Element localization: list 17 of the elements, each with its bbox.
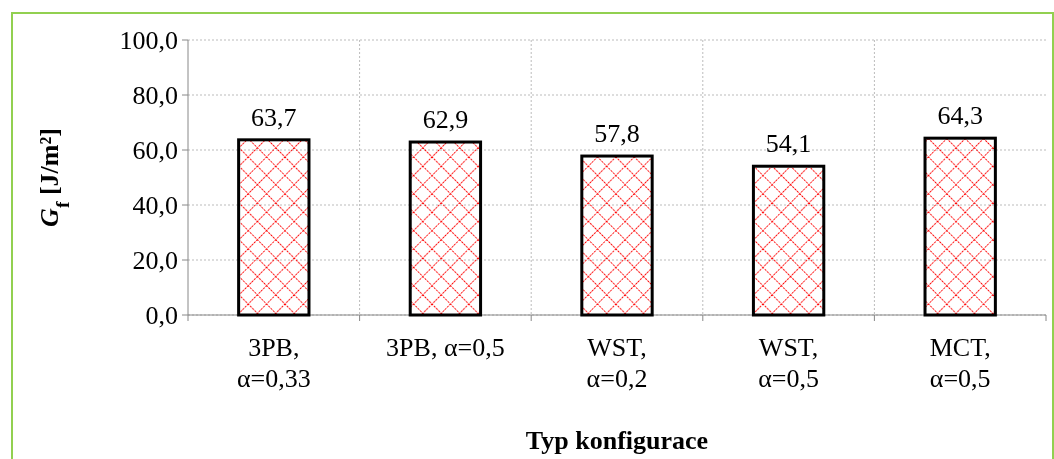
- data-label: 64,3: [937, 101, 983, 131]
- data-label: 57,8: [594, 119, 640, 149]
- y-tick-label: 60,0: [132, 136, 178, 166]
- x-tick-label: WST, α=0,2: [586, 333, 648, 393]
- x-tick-label: MCT, α=0,5: [929, 333, 991, 393]
- x-tick-label: WST, α=0,5: [758, 333, 819, 393]
- x-axis-title: Typ konfigurace: [525, 426, 709, 455]
- x-tick-label: 3PB, α=0,33: [236, 333, 311, 393]
- y-tick-label: 80,0: [132, 81, 178, 111]
- y-tick-label: 40,0: [132, 191, 178, 221]
- data-label: 63,7: [251, 102, 297, 132]
- y-tick-label: 20,0: [132, 246, 178, 276]
- data-label: 62,9: [422, 105, 469, 135]
- x-tick-label: 3PB, α=0,5: [386, 333, 505, 362]
- y-tick-label: 0,0: [145, 301, 178, 331]
- data-label: 54,1: [765, 129, 812, 159]
- y-tick-label: 100,0: [119, 26, 178, 56]
